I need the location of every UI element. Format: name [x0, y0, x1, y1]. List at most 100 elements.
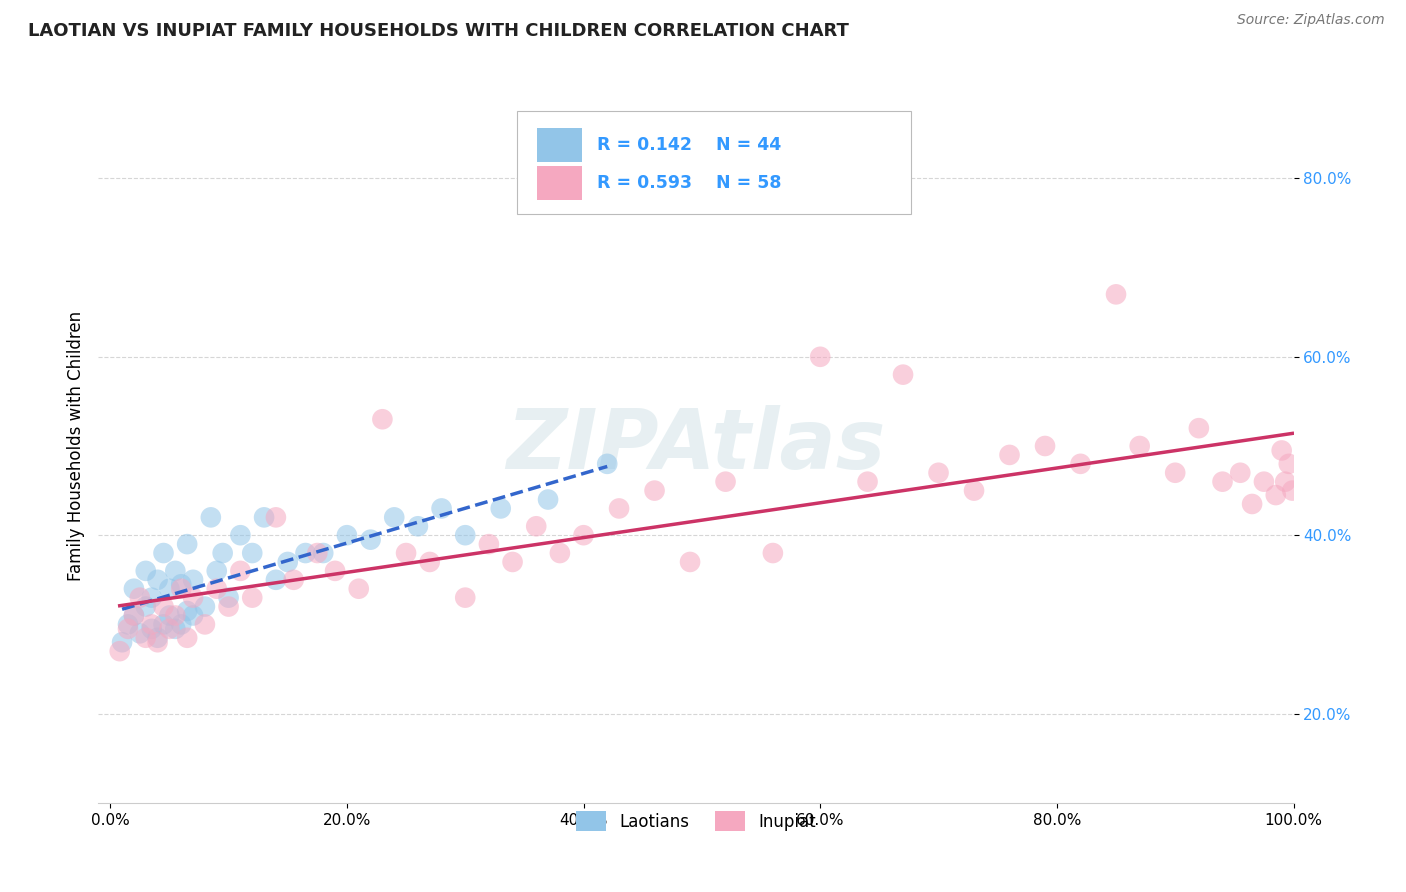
Point — [891, 368, 914, 382]
Point — [157, 608, 180, 623]
Point — [264, 573, 287, 587]
Point — [1129, 439, 1152, 453]
Point — [111, 635, 134, 649]
Point — [128, 591, 150, 605]
Point — [856, 475, 879, 489]
Point — [165, 564, 187, 578]
Point — [808, 350, 831, 364]
Point — [141, 622, 163, 636]
Point — [1274, 475, 1296, 489]
Point — [157, 582, 180, 596]
Point — [205, 564, 228, 578]
Point — [277, 555, 299, 569]
Point — [218, 599, 240, 614]
Point — [1241, 497, 1264, 511]
Point — [165, 608, 187, 623]
Point — [181, 591, 204, 605]
Point — [283, 573, 305, 587]
Point — [194, 617, 217, 632]
Point — [371, 412, 394, 426]
Point — [454, 528, 477, 542]
Point — [998, 448, 1021, 462]
Point — [157, 622, 180, 636]
Point — [679, 555, 702, 569]
Point — [430, 501, 453, 516]
Point — [181, 608, 204, 623]
Point — [122, 582, 145, 596]
Point — [762, 546, 785, 560]
Point — [1212, 475, 1234, 489]
Point — [141, 591, 163, 605]
Text: Source: ZipAtlas.com: Source: ZipAtlas.com — [1237, 13, 1385, 28]
Point — [1278, 457, 1301, 471]
Point — [1271, 443, 1294, 458]
Point — [360, 533, 382, 547]
Point — [1264, 488, 1286, 502]
Point — [1164, 466, 1187, 480]
Point — [963, 483, 986, 498]
Point — [240, 591, 263, 605]
Point — [607, 501, 630, 516]
Point — [176, 604, 198, 618]
Point — [170, 582, 193, 596]
Point — [122, 608, 145, 623]
Point — [323, 564, 346, 578]
Point — [524, 519, 547, 533]
Y-axis label: Family Households with Children: Family Households with Children — [66, 311, 84, 581]
Point — [176, 537, 198, 551]
Point — [194, 599, 217, 614]
Point — [489, 501, 512, 516]
Point — [152, 617, 174, 632]
Point — [406, 519, 429, 533]
Point — [596, 457, 619, 471]
Point — [146, 635, 169, 649]
Text: LAOTIAN VS INUPIAT FAMILY HOUSEHOLDS WITH CHILDREN CORRELATION CHART: LAOTIAN VS INUPIAT FAMILY HOUSEHOLDS WIT… — [28, 22, 849, 40]
Text: R = 0.593    N = 58: R = 0.593 N = 58 — [596, 174, 782, 192]
Point — [141, 617, 163, 632]
Text: ZIPAtlas: ZIPAtlas — [506, 406, 886, 486]
Point — [537, 492, 560, 507]
Point — [253, 510, 276, 524]
FancyBboxPatch shape — [517, 111, 911, 214]
Point — [1229, 466, 1251, 480]
Point — [1105, 287, 1128, 301]
Point — [312, 546, 335, 560]
Point — [240, 546, 263, 560]
Point — [108, 644, 131, 658]
Point — [336, 528, 359, 542]
Point — [165, 622, 187, 636]
Point — [478, 537, 501, 551]
Point — [1281, 483, 1303, 498]
Point — [714, 475, 737, 489]
Point — [454, 591, 477, 605]
Point — [229, 564, 252, 578]
Point — [176, 631, 198, 645]
Point — [1188, 421, 1211, 435]
Point — [200, 510, 222, 524]
Point — [307, 546, 329, 560]
Point — [548, 546, 571, 560]
Point — [205, 582, 228, 596]
Point — [229, 528, 252, 542]
Point — [152, 599, 174, 614]
Point — [264, 510, 287, 524]
Point — [419, 555, 441, 569]
FancyBboxPatch shape — [537, 166, 582, 200]
Point — [572, 528, 595, 542]
FancyBboxPatch shape — [537, 128, 582, 162]
Point — [1253, 475, 1275, 489]
Point — [146, 631, 169, 645]
Point — [928, 466, 950, 480]
Point — [181, 573, 204, 587]
Point — [135, 599, 157, 614]
Point — [395, 546, 418, 560]
Point — [122, 608, 145, 623]
Point — [135, 564, 157, 578]
Point — [117, 617, 139, 632]
Point — [382, 510, 405, 524]
Point — [218, 591, 240, 605]
Point — [502, 555, 524, 569]
Point — [294, 546, 316, 560]
Point — [347, 582, 370, 596]
Point — [1070, 457, 1092, 471]
